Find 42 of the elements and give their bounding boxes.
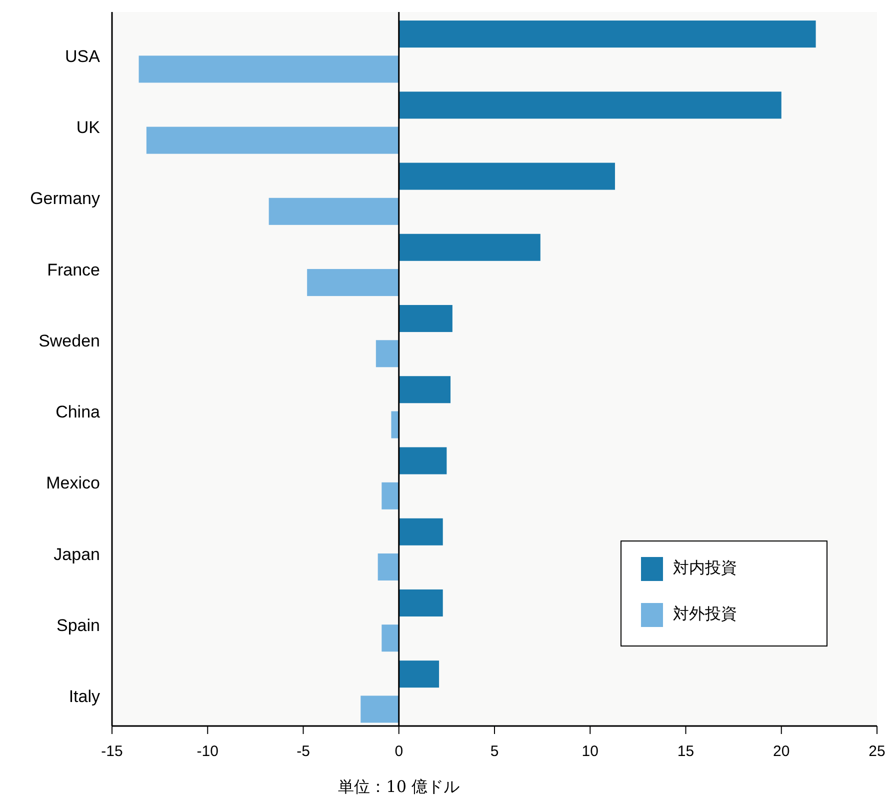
bar bbox=[391, 411, 399, 438]
legend-label: 対外投資 bbox=[673, 605, 737, 624]
x-tick-label: -15 bbox=[101, 743, 123, 760]
y-tick-label: Italy bbox=[68, 687, 100, 706]
bar bbox=[398, 376, 451, 404]
bar bbox=[398, 234, 540, 261]
bar bbox=[398, 589, 443, 616]
bar bbox=[398, 447, 447, 474]
bar bbox=[146, 126, 399, 154]
x-tick-label: 0 bbox=[394, 743, 404, 760]
x-tick-label: -5 bbox=[296, 743, 310, 760]
bar bbox=[382, 624, 399, 652]
bar bbox=[398, 304, 452, 332]
bar bbox=[360, 696, 399, 723]
bar bbox=[382, 482, 399, 510]
x-tick-label: 15 bbox=[677, 743, 694, 760]
bar bbox=[398, 20, 816, 48]
bar bbox=[138, 56, 399, 83]
bar bbox=[398, 92, 782, 119]
bar bbox=[398, 660, 440, 688]
bar bbox=[398, 518, 443, 546]
y-tick-label: Germany bbox=[30, 189, 100, 208]
bar bbox=[307, 269, 399, 296]
y-tick-label: Sweden bbox=[38, 331, 100, 350]
y-tick-label: Japan bbox=[54, 544, 100, 564]
y-tick-label: China bbox=[56, 402, 101, 422]
x-tick-label: 25 bbox=[868, 743, 886, 760]
x-tick-label: -10 bbox=[196, 743, 218, 760]
y-tick-label: Mexico bbox=[46, 474, 100, 493]
bar bbox=[378, 553, 399, 580]
bar bbox=[398, 162, 615, 190]
x-tick-label: 10 bbox=[582, 743, 598, 760]
bar bbox=[376, 340, 399, 368]
x-tick-label: 20 bbox=[773, 743, 790, 760]
bar bbox=[268, 198, 399, 225]
y-tick-label: USA bbox=[65, 47, 101, 66]
y-tick-label: Spain bbox=[56, 616, 100, 635]
legend-label: 対内投資 bbox=[673, 559, 737, 578]
x-axis-title: 単位：10 億ドル bbox=[338, 777, 460, 796]
y-tick-label: France bbox=[47, 260, 100, 280]
y-tick-label: UK bbox=[76, 118, 101, 138]
x-tick-label: 5 bbox=[490, 743, 499, 760]
